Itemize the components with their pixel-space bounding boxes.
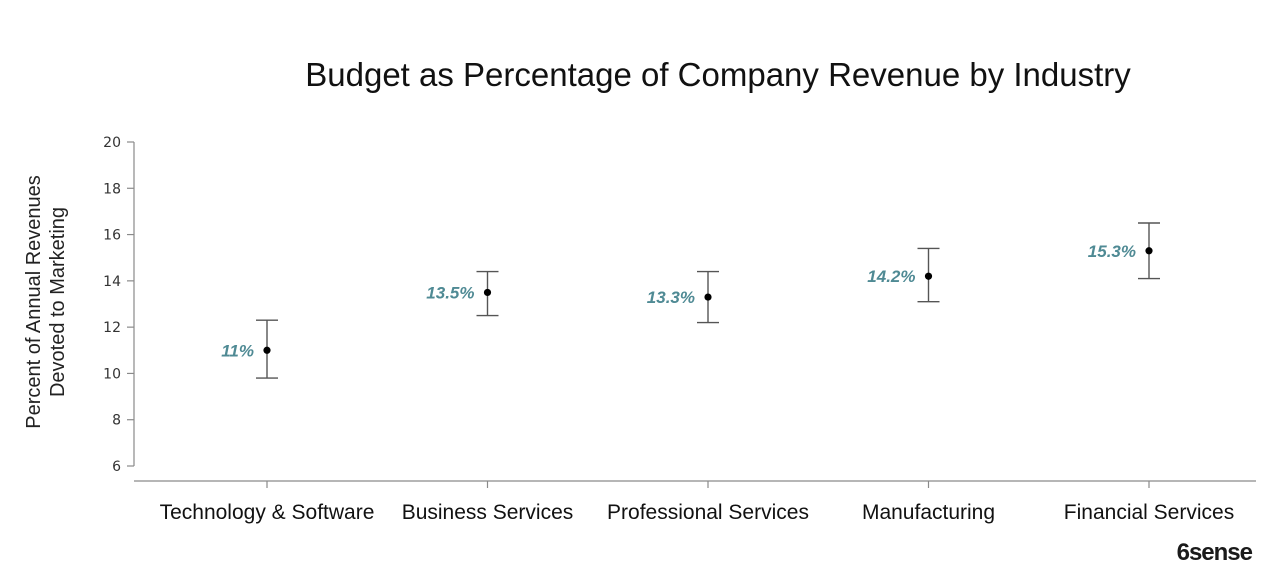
y-tick-label: 6 [112, 459, 121, 475]
y-tick-label: 10 [103, 366, 121, 382]
data-points: 11% 13.5% 13.3% 14.2% 15.3% [221, 222, 1160, 379]
y-axis-title: Percent of Annual Revenues Devoted to Ma… [23, 175, 69, 429]
y-tick-label: 20 [103, 135, 121, 151]
data-point [483, 288, 492, 297]
y-tick-label: 8 [112, 413, 121, 429]
y-axis-title-line-2: Devoted to Marketing [47, 207, 69, 397]
y-tick-label: 14 [103, 274, 121, 290]
data-point [1145, 247, 1153, 255]
error-bar-point: 13.5% [426, 270, 499, 317]
brand-logo: 6sense [1177, 539, 1253, 566]
data-point [924, 272, 933, 280]
y-tick-label: 16 [103, 228, 121, 244]
data-label: 14.2% [867, 267, 915, 286]
x-tick-label: Manufacturing [862, 501, 995, 524]
x-axis: Technology & Software Business Services Pr… [160, 481, 1234, 524]
error-bar-point: 14.2% [867, 247, 940, 303]
y-axis-title-line-1: Percent of Annual Revenues [23, 175, 45, 429]
y-axis: 6 8 10 12 14 16 18 20 [103, 135, 134, 475]
data-label: 13.5% [426, 283, 474, 302]
data-label: 13.3% [647, 288, 695, 307]
data-label: 15.3% [1088, 242, 1136, 261]
x-tick-label: Business Services [402, 501, 574, 524]
error-bar-point: 13.3% [647, 270, 719, 324]
chart-title: Budget as Percentage of Company Revenue … [305, 56, 1131, 93]
data-point [704, 293, 712, 301]
y-tick-label: 18 [103, 181, 121, 197]
data-label: 11% [221, 341, 254, 360]
x-tick-label: Financial Services [1064, 501, 1234, 524]
x-tick-label: Professional Services [607, 501, 809, 524]
y-tick-label: 12 [103, 320, 121, 336]
error-bar-point: 15.3% [1088, 222, 1160, 280]
error-bar-point: 11% [221, 319, 278, 379]
x-tick-label: Technology & Software [160, 501, 375, 524]
data-point [263, 346, 271, 354]
